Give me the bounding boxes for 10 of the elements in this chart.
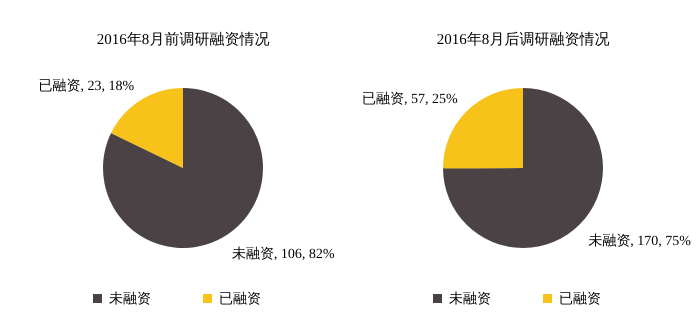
legend-label: 已融资 <box>219 291 261 307</box>
data-label: 未融资, 106, 82% <box>232 246 335 262</box>
legend-label: 已融资 <box>559 291 601 307</box>
legend-label: 未融资 <box>449 291 491 307</box>
data-label: 已融资, 57, 25% <box>362 91 458 108</box>
data-label: 已融资, 23, 18% <box>38 78 134 94</box>
chart-title: 2016年8月后调研融资情况 <box>436 31 610 48</box>
chart-title: 2016年8月前调研融资情况 <box>96 31 270 48</box>
legend-label: 未融资 <box>109 291 151 307</box>
data-label: 未融资, 170, 75% <box>588 232 692 249</box>
